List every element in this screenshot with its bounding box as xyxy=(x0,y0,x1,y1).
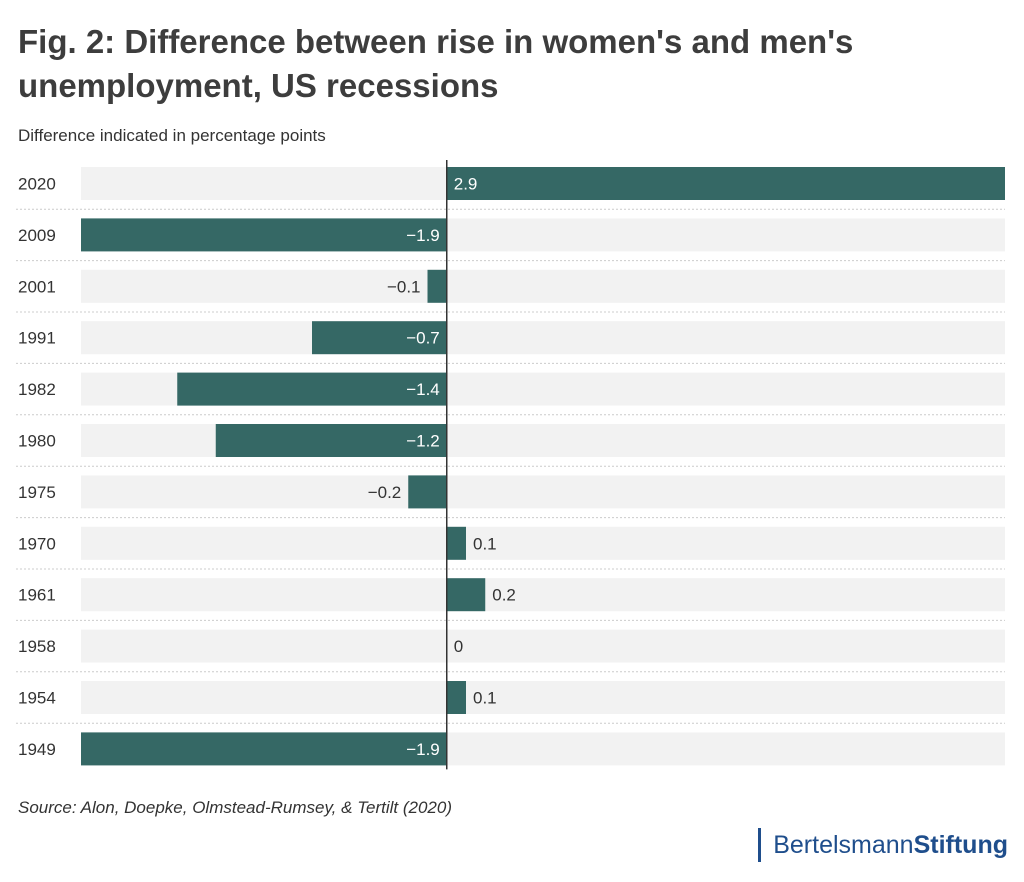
value-label: 0.2 xyxy=(492,586,516,605)
category-label: 2020 xyxy=(18,175,56,194)
value-label: −0.7 xyxy=(406,329,440,348)
category-label: 1961 xyxy=(18,586,56,605)
bar xyxy=(446,681,466,714)
bar-track xyxy=(81,526,1005,560)
value-label: 0.1 xyxy=(473,689,497,708)
bar xyxy=(312,321,447,355)
bar xyxy=(446,167,1005,200)
chart-title: Fig. 2: Difference between rise in women… xyxy=(18,23,854,104)
category-label: 1954 xyxy=(18,689,56,708)
bar xyxy=(427,269,447,303)
bar xyxy=(177,372,447,406)
category-label: 1970 xyxy=(18,534,56,553)
value-label: −1.9 xyxy=(406,226,440,245)
category-label: 1949 xyxy=(18,740,56,759)
value-label: −1.2 xyxy=(406,432,440,451)
value-label: 2.9 xyxy=(454,175,478,194)
value-label: 0 xyxy=(454,637,463,656)
bar-track xyxy=(81,475,1005,509)
value-label: −0.1 xyxy=(387,277,421,296)
category-label: 2001 xyxy=(18,277,56,296)
bar-chart: 2020 2.9 2009 −1.9 2001 −0.1 1991 −0.7 1982 −1.4 1… xyxy=(16,160,1005,770)
bar-track xyxy=(81,578,1005,612)
bar-track xyxy=(81,321,1005,355)
bar xyxy=(81,732,447,766)
bar-track xyxy=(81,681,1005,714)
bar xyxy=(215,424,447,457)
bertelsmann-stiftung-logo: Bertelsmann Stiftung xyxy=(758,828,1008,862)
category-label: 2009 xyxy=(18,226,56,245)
bar xyxy=(446,526,466,560)
bar-track xyxy=(81,269,1005,303)
category-label: 1991 xyxy=(18,329,56,348)
value-label: −1.4 xyxy=(406,380,440,399)
bar xyxy=(446,578,486,612)
value-label: −0.2 xyxy=(368,483,402,502)
category-label: 1982 xyxy=(18,380,56,399)
bar-track xyxy=(81,629,1005,663)
source-note: Source: Alon, Doepke, Olmstead-Rumsey, &… xyxy=(18,798,452,817)
bar xyxy=(81,218,447,252)
category-label: 1980 xyxy=(18,432,56,451)
bar xyxy=(408,475,447,509)
value-label: −1.9 xyxy=(406,740,440,759)
logo-text-stiftung: Stiftung xyxy=(913,830,1008,859)
logo-text-bertelsmann: Bertelsmann xyxy=(773,830,914,859)
category-label: 1958 xyxy=(18,637,56,656)
category-label: 1975 xyxy=(18,483,56,502)
value-label: 0.1 xyxy=(473,534,497,553)
chart-subtitle: Difference indicated in percentage point… xyxy=(18,126,326,145)
